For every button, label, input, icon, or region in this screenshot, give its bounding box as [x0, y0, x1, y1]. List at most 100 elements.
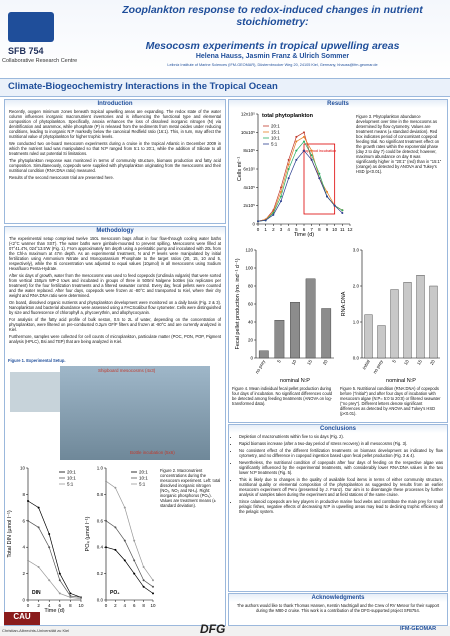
bar [377, 325, 386, 359]
paragraph: On board, dissolved organic nutrients an… [9, 299, 221, 315]
x-tick-label: 10 [332, 227, 338, 232]
bar [274, 319, 285, 359]
x-tick-label: 10 [291, 359, 298, 366]
y-axis-label: Total DIN (µmol l⁻¹) [7, 510, 13, 557]
x-tick-label: no prey [372, 358, 384, 374]
point [37, 566, 40, 568]
point [318, 177, 321, 180]
x-tick-label: 5 [295, 227, 298, 232]
point [48, 579, 51, 582]
x-tick-label: 6 [59, 603, 62, 608]
point [114, 526, 117, 529]
conclusion-item: Depletion of macronutrients within five … [239, 434, 443, 439]
point [123, 539, 126, 542]
point [58, 592, 61, 595]
conclusion-item: Since calanoid copepods are key players … [239, 499, 443, 514]
header-bg [0, 0, 450, 78]
point [303, 135, 305, 138]
point [133, 539, 136, 542]
figure-1-label: Shipboard mesocosms (4x3) [98, 368, 156, 373]
point [280, 186, 282, 189]
y-tick-label: 20 [248, 338, 254, 343]
y-tick-label: 0.8 [97, 492, 104, 497]
bar [364, 314, 373, 359]
y-tick-label: 12x10⁵ [241, 112, 255, 117]
x-tick-label: 5 [276, 359, 282, 364]
x-tick-label: 4 [48, 603, 51, 608]
bar [321, 308, 332, 359]
bar [416, 275, 425, 359]
title: Zooplankton response to redox-induced ch… [122, 4, 423, 29]
figure-2-caption: Figure 2. Macronutrient concentrations d… [160, 468, 221, 508]
y-axis-label: PO₄ (µmol l⁻¹) [85, 516, 91, 551]
x-tick-label: 20 [429, 359, 436, 366]
x-tick-label: 7 [310, 227, 313, 232]
y-tick-label: 0.4 [97, 545, 104, 550]
section-heading: Acknowledgments [229, 594, 447, 602]
footer-bg [0, 626, 450, 636]
x-tick-label: 10 [403, 359, 410, 366]
figure-3-caption: Figure 3. Phytoplankton abundance develo… [356, 114, 442, 174]
point [326, 190, 328, 193]
y-tick-label: 0.6 [97, 518, 104, 523]
y-tick-label: 1.0 [353, 320, 360, 325]
point [152, 579, 154, 582]
point [27, 500, 29, 502]
figure-1-inset [10, 372, 60, 412]
x-tick-label: 1 [264, 227, 267, 232]
paragraph: We conducted two on-board mesocosm exper… [9, 140, 221, 156]
conclusions: Conclusions Depletion of macronutrients … [228, 424, 448, 592]
logo-caption: Collaborative Research Centre [2, 58, 78, 64]
x-tick-label: 0 [105, 603, 108, 608]
chart-title: total phytoplankton [262, 113, 314, 119]
intro-text: Recently, oxygen minimum zones beneath t… [5, 108, 225, 183]
series-line [257, 150, 343, 222]
x-tick-label: 6 [133, 603, 136, 608]
y-tick-label: 0.0 [97, 598, 104, 603]
series-line [105, 546, 154, 594]
point [142, 566, 145, 568]
paragraph: Results of the second mesocosm trial are… [9, 174, 114, 180]
y-tick-label: 2.0 [353, 284, 360, 289]
bar [258, 350, 269, 359]
annotation: DIN [32, 590, 41, 596]
acknowledgments-text: The authors would like to thank Thomas H… [236, 603, 440, 613]
point [48, 533, 51, 535]
x-tick-label: 3 [280, 227, 283, 232]
x-axis-label: Time (d) [44, 608, 64, 614]
x-tick-label: 11 [340, 227, 345, 232]
point [295, 140, 298, 143]
results: Results [228, 99, 448, 423]
point [303, 140, 305, 143]
y-tick-label: 6x10⁵ [243, 167, 255, 172]
y-tick-label: 0 [250, 356, 253, 361]
x-axis-label: Time (d) [294, 232, 314, 238]
affiliation: Leibniz Institute of Marine Sciences (IF… [167, 63, 378, 67]
cau-logo: CAU [4, 612, 40, 625]
figure-1-caption: Figure 1. Experimental Setup. [8, 358, 66, 363]
subtitle: Mesocosm experiments in tropical upwelli… [145, 40, 400, 52]
point [287, 163, 290, 166]
x-tick-label: 4 [287, 227, 290, 232]
y-tick-label: 1.0 [97, 466, 104, 471]
section-heading: Methodology [5, 227, 225, 235]
point [105, 519, 107, 522]
y-tick-label: 100 [245, 266, 253, 271]
logo: SFB 754 [8, 46, 44, 56]
point [80, 597, 82, 600]
paragraph: The phytoplankton response was monitored… [9, 157, 221, 173]
legend-label: 5:1 [139, 482, 146, 487]
x-tick-label: 8 [318, 227, 321, 232]
y-tick-label: 0 [252, 222, 255, 227]
section-heading: Results [229, 100, 447, 108]
y-tick-label: 10 [20, 466, 26, 471]
x-tick-label: initial [361, 359, 370, 370]
point [142, 579, 145, 582]
series-line [27, 520, 82, 598]
introduction: Introduction Recently, oxygen minimum zo… [4, 99, 226, 224]
x-tick-label: 8 [142, 603, 145, 608]
paragraph: The experimental setup comprised twelve … [9, 236, 221, 271]
conclusion-item: This is likely due to changes in the qua… [239, 477, 443, 497]
point [27, 559, 29, 562]
